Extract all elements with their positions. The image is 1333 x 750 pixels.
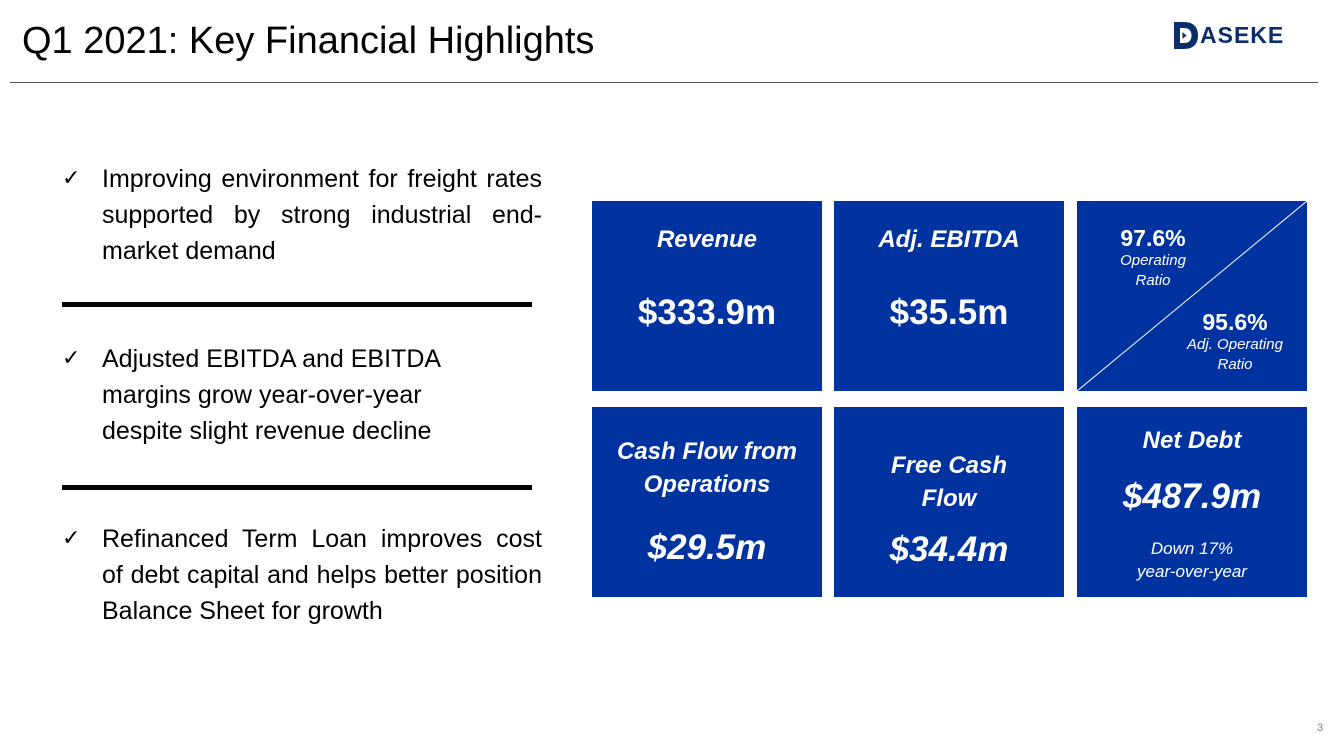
- tile-label: Adj. EBITDA: [878, 226, 1020, 253]
- tile-label: Net Debt: [1142, 427, 1242, 454]
- operating-ratio-label-line1: Operating: [1120, 252, 1186, 269]
- logo-wordmark: ASEKE: [1200, 21, 1285, 48]
- tile-value: $35.5m: [889, 293, 1009, 332]
- operating-ratio-value: 97.6%: [1120, 225, 1186, 251]
- company-logo: ASEKE: [1172, 19, 1284, 51]
- operating-ratio-label-line2: Ratio: [1135, 272, 1171, 289]
- bullet-item-3: ✓ Refinanced Term Loan improves cost of …: [62, 521, 542, 629]
- adj-operating-ratio: 95.6% Adj. Operating Ratio: [1173, 309, 1297, 375]
- logo-d-icon: [1174, 21, 1198, 49]
- checkmark-icon: ✓: [62, 166, 81, 191]
- section-divider: [62, 485, 532, 490]
- cash-flow-operations-tile: Cash Flow from Operations $29.5m: [592, 407, 822, 597]
- bullet-text: Improving environment for freight rates …: [102, 165, 542, 265]
- title-divider: [10, 82, 1318, 83]
- diagonal-divider: [1077, 201, 1307, 391]
- bullet-item-1: ✓ Improving environment for freight rate…: [62, 161, 542, 269]
- checkmark-icon: ✓: [62, 526, 81, 551]
- tile-note-line1: Down 17%: [1150, 539, 1234, 558]
- tile-note-line2: year-over-year: [1137, 562, 1247, 581]
- revenue-tile: Revenue $333.9m: [592, 201, 822, 391]
- tile-label: Revenue: [656, 226, 758, 253]
- tile-value: $487.9m: [1122, 477, 1262, 516]
- operating-ratio: 97.6% Operating Ratio: [1095, 225, 1211, 291]
- tile-value: $333.9m: [637, 293, 777, 332]
- tile-label-line1: Free Cash: [890, 452, 1008, 479]
- adj-operating-ratio-value: 95.6%: [1202, 309, 1268, 335]
- tile-label-line2: Operations: [643, 471, 771, 498]
- adj-operating-ratio-label-line1: Adj. Operating: [1187, 336, 1283, 353]
- checkmark-icon: ✓: [62, 346, 81, 371]
- adj-ebitda-tile: Adj. EBITDA $35.5m: [834, 201, 1064, 391]
- section-divider: [62, 302, 532, 307]
- free-cash-flow-tile: Free Cash Flow $34.4m: [834, 407, 1064, 597]
- adj-operating-ratio-label-line2: Ratio: [1217, 356, 1253, 373]
- bullet-text: Refinanced Term Loan improves cost of de…: [102, 525, 542, 625]
- tile-value: $34.4m: [889, 530, 1009, 569]
- bullet-text: Adjusted EBITDA and EBITDA margins grow …: [102, 345, 440, 445]
- slide-title: Q1 2021: Key Financial Highlights: [22, 20, 595, 62]
- bullet-item-2: ✓ Adjusted EBITDA and EBITDA margins gro…: [62, 341, 542, 449]
- page-number: 3: [1317, 722, 1324, 734]
- operating-ratio-tile: 97.6% Operating Ratio 95.6% Adj. Operati…: [1077, 201, 1307, 391]
- tile-label-line1: Cash Flow from: [616, 438, 797, 465]
- tile-value: $29.5m: [647, 528, 767, 567]
- net-debt-tile: Net Debt $487.9m Down 17% year-over-year: [1077, 407, 1307, 597]
- tile-label-line2: Flow: [921, 485, 977, 512]
